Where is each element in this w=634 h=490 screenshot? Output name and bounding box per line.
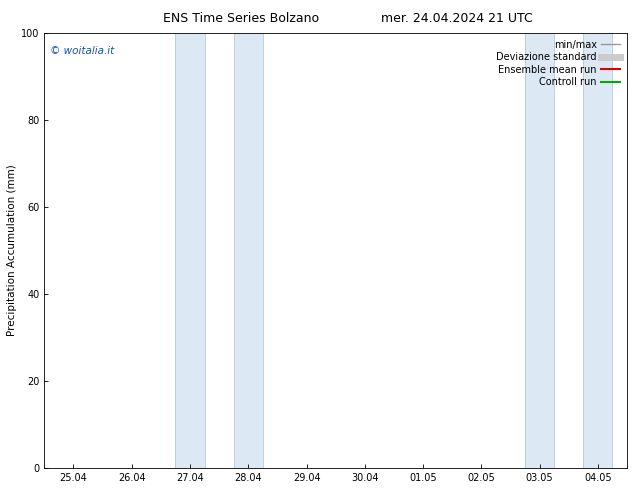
Bar	[234, 33, 263, 468]
Bar	[583, 33, 612, 468]
Y-axis label: Precipitation Accumulation (mm): Precipitation Accumulation (mm)	[7, 165, 17, 337]
Text: © woitalia.it: © woitalia.it	[50, 46, 114, 56]
Text: mer. 24.04.2024 21 UTC: mer. 24.04.2024 21 UTC	[380, 12, 533, 25]
Bar	[525, 33, 554, 468]
Text: ENS Time Series Bolzano: ENS Time Series Bolzano	[163, 12, 319, 25]
Legend: min/max, Deviazione standard, Ensemble mean run, Controll run: min/max, Deviazione standard, Ensemble m…	[495, 38, 622, 89]
Bar	[176, 33, 205, 468]
